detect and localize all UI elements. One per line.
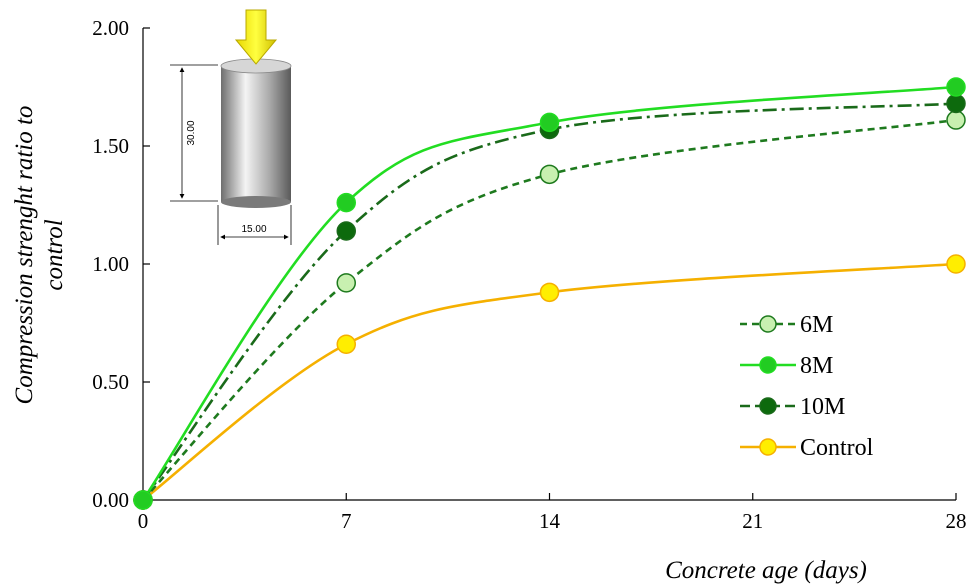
legend-marker-10m	[760, 398, 776, 414]
legend-marker-8m	[760, 357, 776, 373]
legend-label-control: Control	[800, 435, 874, 461]
data-point-6m	[337, 274, 355, 292]
data-point-control	[337, 335, 355, 353]
legend-label-8m: 8M	[800, 353, 833, 379]
data-point-6m	[541, 165, 559, 183]
x-tick-label: 14	[539, 509, 561, 533]
legend-label-10m: 10M	[800, 394, 845, 420]
data-point-10m	[947, 95, 965, 113]
data-point-10m	[337, 222, 355, 240]
x-axis-title: Concrete age (days)	[665, 557, 867, 584]
cylinder-body	[221, 66, 291, 202]
x-tick-label: 0	[138, 509, 149, 533]
data-point-8m	[337, 194, 355, 212]
data-point-6m	[947, 111, 965, 129]
height-dimension-label: 30.00	[186, 120, 197, 145]
y-tick-label: 1.50	[92, 134, 129, 158]
cylinder-specimen-diagram: 30.00 15.00	[170, 10, 291, 245]
y-axis-title-line-2: control	[41, 219, 68, 290]
y-tick-label: 0.50	[92, 370, 129, 394]
y-axis-title-line-1: Compression strenght ratio to	[11, 106, 38, 405]
legend-marker-control	[760, 439, 776, 455]
y-tick-label: 2.00	[92, 16, 129, 40]
x-tick-label: 21	[742, 509, 763, 533]
x-tick-label: 7	[341, 509, 352, 533]
data-point-8m	[134, 491, 152, 509]
data-point-8m	[541, 113, 559, 131]
load-arrow-icon	[236, 10, 276, 64]
width-dimension-label: 15.00	[241, 224, 266, 235]
data-point-8m	[947, 78, 965, 96]
y-tick-label: 1.00	[92, 252, 129, 276]
data-point-control	[947, 255, 965, 273]
legend-label-6m: 6M	[800, 312, 833, 338]
data-point-control	[541, 283, 559, 301]
legend: 6M 8M 10M Control	[740, 312, 874, 461]
cylinder-bottom	[221, 196, 291, 208]
legend-marker-6m	[760, 316, 776, 332]
x-tick-label: 28	[946, 509, 967, 533]
y-tick-label: 0.00	[92, 488, 129, 512]
